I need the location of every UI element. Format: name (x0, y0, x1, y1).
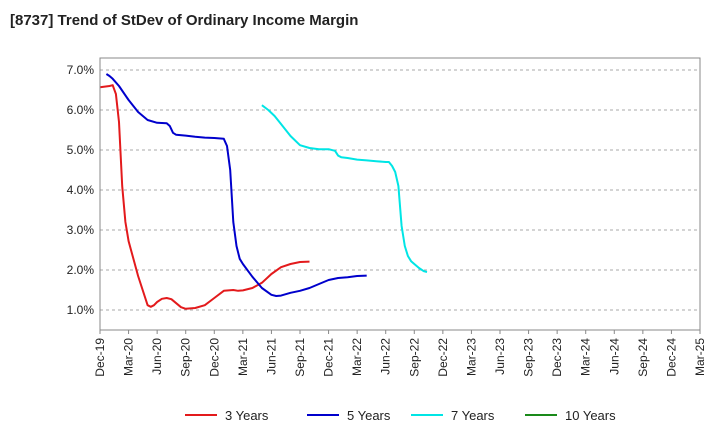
x-tick-label: Sep-21 (293, 338, 307, 377)
y-tick-label: 6.0% (67, 103, 95, 117)
y-axis: 1.0% 2.0% 3.0% 4.0% 5.0% 6.0% 7.0% (67, 63, 95, 317)
x-tick-label: Mar-20 (122, 338, 136, 376)
legend-label: 7 Years (451, 408, 495, 423)
x-tick-label: Mar-23 (464, 338, 478, 376)
legend-label: 5 Years (347, 408, 391, 423)
x-tick-label: Jun-22 (379, 338, 393, 375)
x-tick-label: Dec-21 (322, 338, 336, 377)
x-tick-label: Jun-23 (493, 338, 507, 375)
x-axis: Dec-19 Mar-20 Jun-20 Sep-20 Dec-20 Mar-21 Jun-… (93, 330, 707, 377)
series-line-5-years (105, 73, 367, 297)
legend-label: 3 Years (225, 408, 269, 423)
x-tick-label: Sep-23 (522, 338, 536, 377)
x-tick-label: Dec-22 (436, 338, 450, 377)
x-tick-label: Mar-25 (693, 338, 707, 376)
x-tick-label: Sep-24 (636, 338, 650, 377)
legend: 3 Years 5 Years 7 Years 10 Years (185, 408, 616, 423)
y-tick-label: 4.0% (67, 183, 95, 197)
chart-title: [8737] Trend of StDev of Ordinary Income… (10, 12, 359, 29)
plot-border (99, 57, 701, 331)
x-tick-label: Mar-22 (350, 338, 364, 376)
series-lines (99, 73, 428, 310)
x-tick-label: Jun-24 (607, 338, 621, 375)
series-line-3-years (99, 84, 310, 310)
series-line-7-years (261, 104, 428, 273)
y-tick-label: 2.0% (67, 263, 95, 277)
x-tick-label: Dec-23 (550, 338, 564, 377)
x-tick-label: Sep-20 (179, 338, 193, 377)
x-tick-label: Dec-20 (207, 338, 221, 377)
x-tick-label: Dec-19 (93, 338, 107, 377)
legend-label: 10 Years (565, 408, 616, 423)
x-tick-label: Sep-22 (407, 338, 421, 377)
x-tick-label: Jun-20 (150, 338, 164, 375)
x-tick-label: Mar-21 (236, 338, 250, 376)
grid-lines (100, 69, 700, 311)
x-tick-label: Dec-24 (664, 338, 678, 377)
x-tick-label: Jun-21 (264, 338, 278, 375)
y-tick-label: 5.0% (67, 143, 95, 157)
y-tick-label: 3.0% (67, 223, 95, 237)
y-tick-label: 1.0% (67, 303, 95, 317)
x-tick-label: Mar-24 (579, 338, 593, 376)
y-tick-label: 7.0% (67, 63, 95, 77)
